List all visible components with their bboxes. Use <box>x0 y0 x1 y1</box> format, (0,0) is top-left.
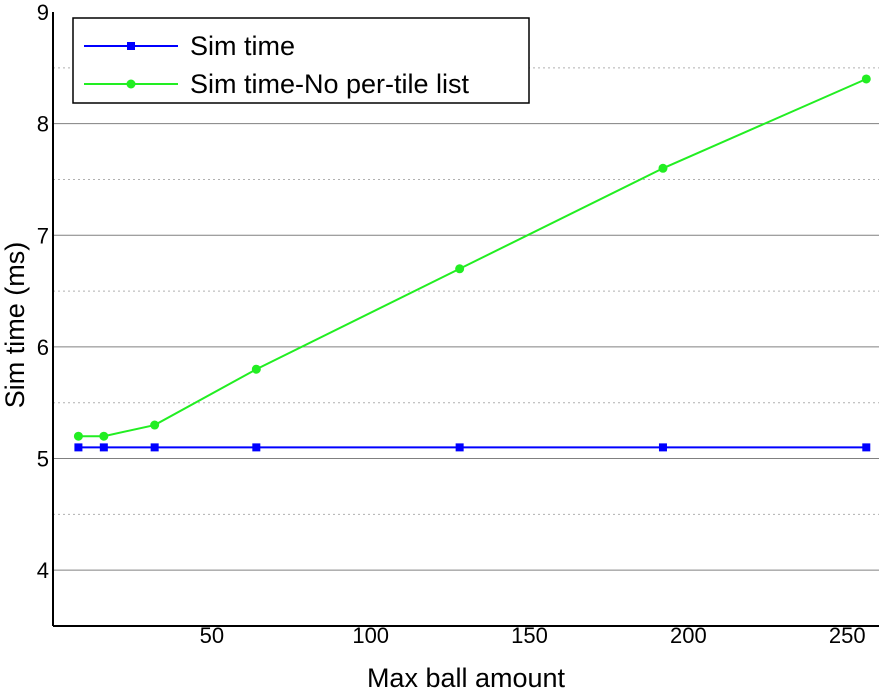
data-point <box>150 443 159 452</box>
x-axis-title: Max ball amount <box>367 663 566 689</box>
data-point <box>150 420 160 430</box>
y-tick-label: 8 <box>37 112 49 137</box>
x-tick-label: 100 <box>352 623 389 648</box>
legend-label-sim-time: Sim time <box>190 31 295 61</box>
series-line <box>78 78 867 438</box>
data-point <box>455 443 464 452</box>
x-tick-label: 150 <box>511 623 548 648</box>
data-point <box>862 443 871 452</box>
x-tick-label: 250 <box>829 623 866 648</box>
data-point <box>251 364 261 374</box>
legend: Sim time Sim time-No per-tile list <box>72 17 530 104</box>
series-0 <box>74 443 871 452</box>
data-point <box>861 74 871 84</box>
x-tick-label: 50 <box>200 623 224 648</box>
legend-label-no-per-tile: Sim time-No per-tile list <box>190 69 470 99</box>
y-axis-title: Sim time (ms) <box>0 242 30 408</box>
y-tick-label: 4 <box>37 558 49 583</box>
series <box>73 74 871 452</box>
data-point <box>658 163 668 173</box>
y-tick-label: 6 <box>37 335 49 360</box>
data-point <box>74 443 83 452</box>
data-point <box>658 443 667 452</box>
y-tick-label: 5 <box>37 447 49 472</box>
y-tick-label: 9 <box>37 0 49 25</box>
legend-marker-sim-time <box>127 42 135 50</box>
legend-marker-no-per-tile <box>126 79 136 89</box>
axes <box>52 12 879 627</box>
series-1 <box>73 74 871 441</box>
legend-box <box>72 17 530 104</box>
data-point <box>99 431 109 441</box>
data-point <box>73 431 83 441</box>
data-point <box>99 443 108 452</box>
grid-lines <box>53 67 879 571</box>
tick-labels: 4 5 6 7 8 9 50 100 150 200 250 <box>37 0 866 648</box>
y-tick-label: 7 <box>37 223 49 248</box>
data-point <box>455 264 465 274</box>
x-tick-label: 200 <box>670 623 707 648</box>
data-point <box>252 443 261 452</box>
